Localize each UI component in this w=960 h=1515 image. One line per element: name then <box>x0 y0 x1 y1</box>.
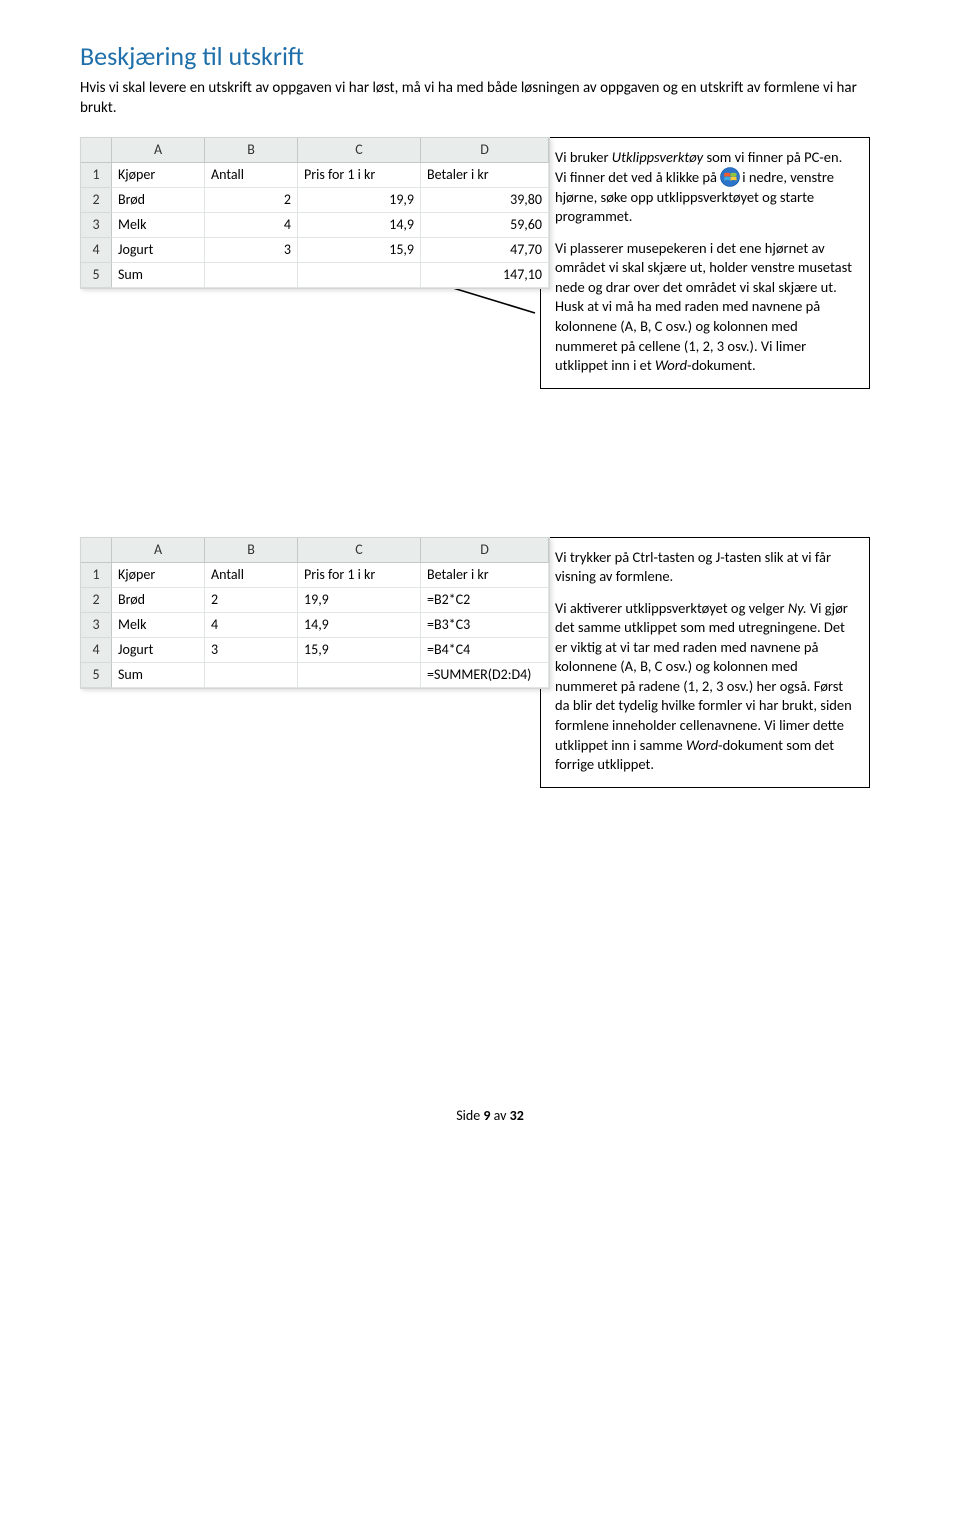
cell: 59,60 <box>421 212 549 237</box>
col-header: B <box>205 538 298 563</box>
intro-text: Hvis vi skal levere en utskrift av oppga… <box>80 78 860 119</box>
cell: Antall <box>205 562 298 587</box>
row-header: 3 <box>81 212 112 237</box>
cell: Brød <box>112 187 205 212</box>
spreadsheet-1: A B C D 1KjøperAntallPris for 1 i krBeta… <box>80 137 550 289</box>
cell: 15,9 <box>298 637 421 662</box>
row-header: 5 <box>81 262 112 287</box>
cell: 15,9 <box>298 237 421 262</box>
row-header: 4 <box>81 237 112 262</box>
spreadsheet-2: A B C D 1KjøperAntallPris for 1 i krBeta… <box>80 537 550 689</box>
cell: Betaler i kr <box>421 562 549 587</box>
cell: Betaler i kr <box>421 162 549 187</box>
row-header: 2 <box>81 587 112 612</box>
cell: 3 <box>205 237 298 262</box>
col-header: A <box>112 538 205 563</box>
page-title: Beskjæring til utskrift <box>80 40 900 72</box>
col-header: C <box>298 538 421 563</box>
col-header: D <box>421 138 549 163</box>
infobox-2-p2: Vi aktiverer utklippsverktøyet og velger… <box>555 599 855 775</box>
cell: 2 <box>205 187 298 212</box>
cell: 3 <box>205 637 298 662</box>
cell: 39,80 <box>421 187 549 212</box>
cell: 4 <box>205 612 298 637</box>
cell: Jogurt <box>112 237 205 262</box>
cell: =B3*C3 <box>421 612 549 637</box>
cell: 14,9 <box>298 612 421 637</box>
page-footer: Side 9 av 32 <box>80 1107 900 1124</box>
infobox-1-p1: Vi bruker Utklippsverktøy som vi finner … <box>555 148 855 227</box>
spreadsheet-corner <box>81 538 112 563</box>
section-2: A B C D 1KjøperAntallPris for 1 i krBeta… <box>80 537 900 967</box>
cell: Antall <box>205 162 298 187</box>
cell: 19,9 <box>298 187 421 212</box>
section-1: A B C D 1KjøperAntallPris for 1 i krBeta… <box>80 137 900 497</box>
infobox-1: Vi bruker Utklippsverktøy som vi finner … <box>540 137 870 389</box>
infobox-1-p2: Vi plasserer musepekeren i det ene hjørn… <box>555 239 855 376</box>
cell: =B2*C2 <box>421 587 549 612</box>
col-header: C <box>298 138 421 163</box>
cell: Pris for 1 i kr <box>298 562 421 587</box>
row-header: 1 <box>81 162 112 187</box>
cell: Pris for 1 i kr <box>298 162 421 187</box>
cell: Jogurt <box>112 637 205 662</box>
cell: Kjøper <box>112 162 205 187</box>
cell: 19,9 <box>298 587 421 612</box>
infobox-2: Vi trykker på Ctrl-tasten og J-tasten sl… <box>540 537 870 788</box>
cell: Melk <box>112 612 205 637</box>
cell: 47,70 <box>421 237 549 262</box>
col-header: D <box>421 538 549 563</box>
cell: =SUMMER(D2:D4) <box>421 662 549 687</box>
cell: 2 <box>205 587 298 612</box>
col-header: A <box>112 138 205 163</box>
row-header: 2 <box>81 187 112 212</box>
cell: Melk <box>112 212 205 237</box>
cell: 14,9 <box>298 212 421 237</box>
cell: Brød <box>112 587 205 612</box>
windows-start-icon <box>720 167 740 187</box>
cell: Kjøper <box>112 562 205 587</box>
cell <box>298 262 421 287</box>
cell <box>205 262 298 287</box>
row-header: 3 <box>81 612 112 637</box>
col-header: B <box>205 138 298 163</box>
spreadsheet-corner <box>81 138 112 163</box>
infobox-2-p1: Vi trykker på Ctrl-tasten og J-tasten sl… <box>555 548 855 587</box>
cell <box>205 662 298 687</box>
cell: 4 <box>205 212 298 237</box>
cell <box>298 662 421 687</box>
row-header: 1 <box>81 562 112 587</box>
cell: =B4*C4 <box>421 637 549 662</box>
cell: Sum <box>112 662 205 687</box>
row-header: 5 <box>81 662 112 687</box>
row-header: 4 <box>81 637 112 662</box>
cell: 147,10 <box>421 262 549 287</box>
cell: Sum <box>112 262 205 287</box>
